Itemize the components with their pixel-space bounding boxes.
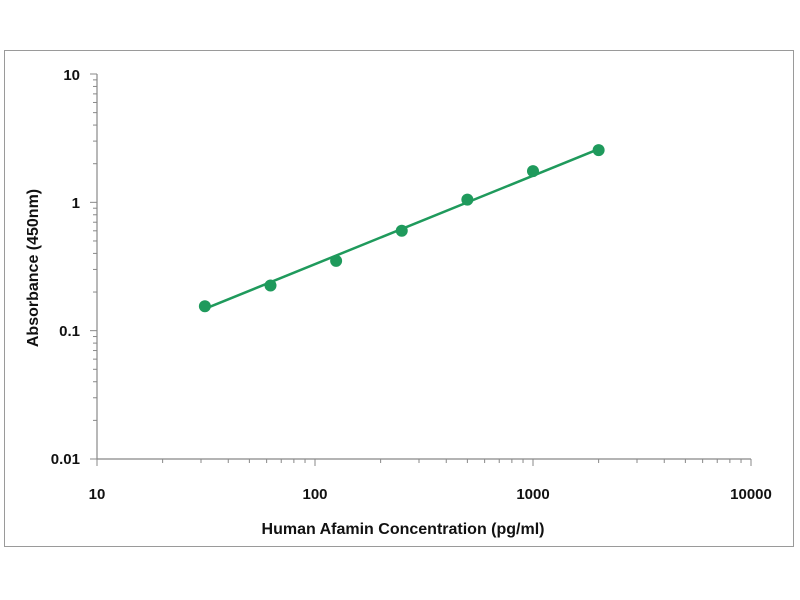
x-tick-label-1000: 1000 <box>516 486 549 503</box>
x-tick-label-10000: 10000 <box>730 486 772 503</box>
tick-marks <box>90 73 752 466</box>
x-tick-label-100: 100 <box>302 486 327 503</box>
data-point <box>198 300 211 313</box>
y-tick-label-1: 1 <box>72 195 80 212</box>
data-point <box>330 254 343 267</box>
x-axis-title: Human Afamin Concentration (pg/ml) <box>262 521 545 538</box>
y-tick-label-10: 10 <box>63 67 80 84</box>
axes <box>96 74 751 460</box>
data-point <box>395 224 408 237</box>
data-point <box>461 193 474 206</box>
data-point <box>264 279 277 292</box>
x-tick-label-10: 10 <box>89 486 106 503</box>
y-tick-label-0.01: 0.01 <box>51 451 80 468</box>
data-point <box>592 144 605 157</box>
tick-labels: 10 1 0.1 0.01 10 100 1000 10000 <box>51 67 772 503</box>
y-tick-label-0.1: 0.1 <box>59 323 80 340</box>
y-axis-title: Absorbance (450nm) <box>25 189 42 347</box>
chart-frame <box>4 50 794 547</box>
data-point <box>527 165 539 178</box>
data-points <box>198 144 605 313</box>
